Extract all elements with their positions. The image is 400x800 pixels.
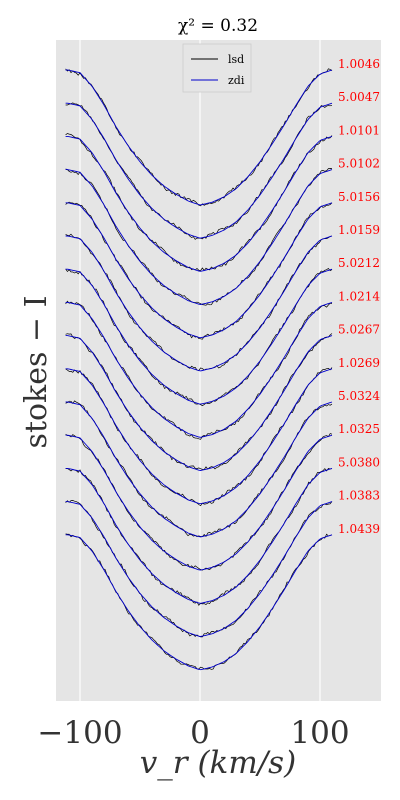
zdi-profile-10 [65, 368, 333, 505]
zdi-profile-6 [65, 235, 333, 372]
phase-label-7: 5.0212 [338, 256, 380, 270]
lsd-profile-3 [65, 133, 333, 272]
phase-label-11: 5.0324 [338, 389, 380, 403]
legend: lsd zdi [182, 43, 252, 93]
legend-zdi-label: zdi [228, 74, 245, 87]
phase-label-3: 1.0101 [338, 123, 380, 137]
phase-label-1: 1.0046 [338, 57, 380, 71]
phase-label-5: 5.0156 [338, 190, 380, 204]
zdi-profile-13 [65, 467, 333, 604]
phase-label-14: 1.0383 [338, 489, 380, 503]
zdi-profile-4 [65, 169, 333, 305]
x-tick-100: 100 [290, 715, 349, 751]
x-tick-neg100: −100 [37, 715, 122, 751]
legend-box [182, 43, 252, 93]
zdi-profile-12 [65, 434, 333, 571]
phase-label-12: 1.0325 [338, 422, 380, 436]
y-axis-label: stokes − I [19, 296, 54, 449]
zdi-profile-15 [65, 534, 333, 671]
phase-label-6: 1.0159 [338, 223, 380, 237]
profile-curves [65, 68, 333, 671]
legend-lsd-label: lsd [228, 53, 244, 66]
phase-labels: 1.0046 5.0047 1.0101 5.0102 5.0156 1.0159 5.02… [338, 57, 380, 536]
zdi-profile-5 [65, 202, 333, 339]
phase-label-9: 5.0267 [338, 323, 380, 337]
phase-label-10: 1.0269 [338, 356, 380, 370]
zdi-profile-11 [65, 401, 333, 538]
zdi-profile-8 [65, 301, 333, 438]
phase-label-13: 5.0380 [338, 455, 380, 469]
x-axis-label: v_r (km/s) [140, 745, 296, 781]
x-tick-0: 0 [190, 715, 210, 751]
zdi-profile-3 [65, 135, 333, 272]
phase-label-15: 1.0439 [338, 522, 380, 536]
zdi-profile-14 [65, 501, 333, 637]
zdi-profile-9 [65, 335, 333, 471]
zdi-profile-2 [65, 102, 333, 239]
zdi-profile-1 [65, 69, 333, 206]
chart-title: χ² = 0.32 [178, 16, 258, 36]
phase-label-4: 5.0102 [338, 157, 380, 171]
phase-label-8: 1.0214 [338, 289, 380, 303]
zdi-profile-7 [65, 268, 333, 405]
phase-label-2: 5.0047 [338, 90, 380, 104]
